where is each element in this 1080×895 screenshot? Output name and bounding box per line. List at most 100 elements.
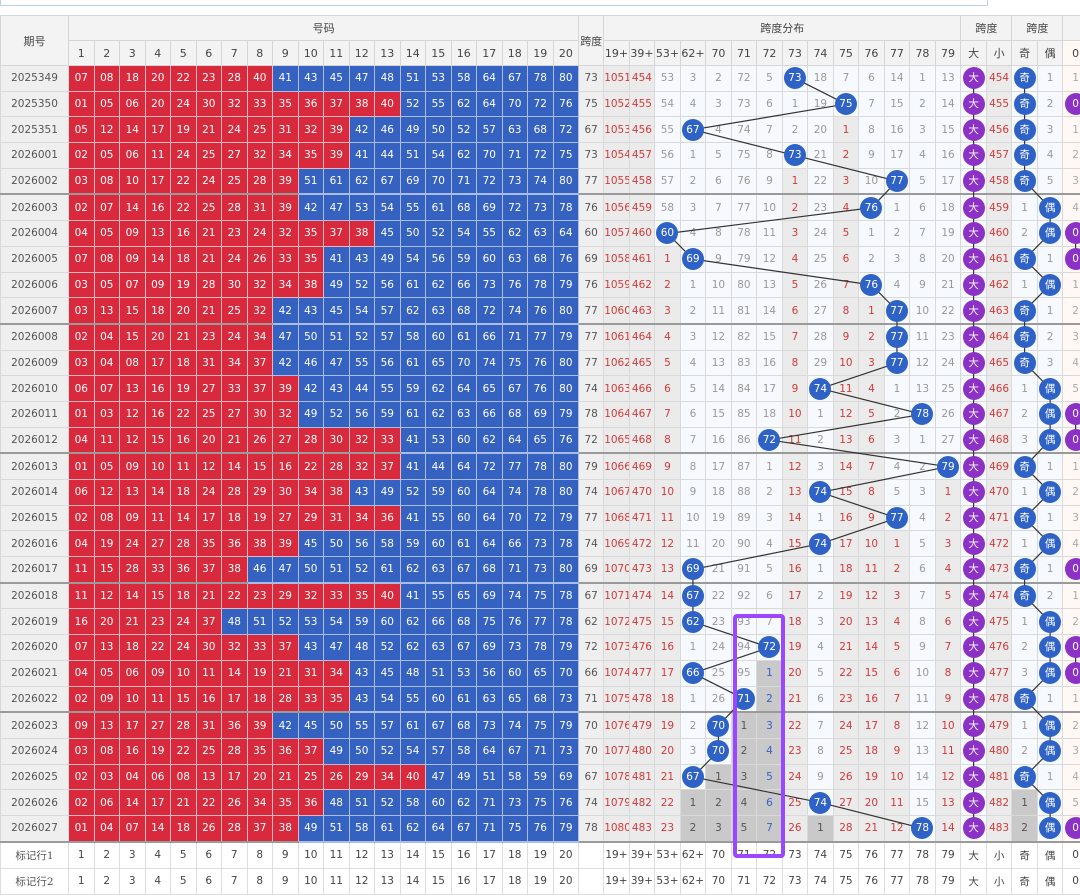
marker-size-cell[interactable]: 小 (986, 842, 1012, 869)
marker-number-cell[interactable]: 11 (324, 868, 350, 894)
header-mod-col[interactable]: 0 (1063, 41, 1080, 66)
marker-number-cell[interactable]: 7 (222, 842, 248, 869)
marker-dist-cell[interactable]: 53+ (655, 868, 681, 894)
marker-dist-cell[interactable]: 72 (757, 842, 783, 869)
marker-dist-cell[interactable]: 62+ (680, 842, 706, 869)
marker-dist-cell[interactable]: 77 (884, 842, 910, 869)
marker-size-cell[interactable]: 小 (986, 868, 1012, 894)
marker-dist-cell[interactable]: 72 (757, 868, 783, 894)
header-dist-col[interactable]: 72 (757, 41, 783, 66)
header-number-col[interactable]: 2 (94, 41, 120, 66)
marker-parity-cell[interactable]: 奇 (1012, 842, 1038, 869)
header-size-col[interactable]: 大 (961, 41, 987, 66)
header-dist-col[interactable]: 75 (833, 41, 859, 66)
header-number-col[interactable]: 3 (120, 41, 146, 66)
header-number-col[interactable]: 20 (553, 41, 579, 66)
marker-number-cell[interactable]: 14 (400, 842, 426, 869)
marker-number-cell[interactable]: 3 (120, 842, 146, 869)
header-dist-col[interactable]: 53+ (655, 41, 681, 66)
header-dist-col[interactable]: 62+ (680, 41, 706, 66)
marker-number-cell[interactable]: 14 (400, 868, 426, 894)
marker-number-cell[interactable]: 1 (69, 868, 95, 894)
header-number-col[interactable]: 17 (477, 41, 503, 66)
marker-dist-cell[interactable]: 71 (731, 842, 757, 869)
marker-parity-cell[interactable]: 偶 (1037, 842, 1063, 869)
marker-number-cell[interactable]: 13 (375, 842, 401, 869)
marker-dist-cell[interactable]: 70 (706, 842, 732, 869)
marker-number-cell[interactable]: 12 (349, 868, 375, 894)
marker-dist-cell[interactable]: 77 (884, 868, 910, 894)
marker-dist-cell[interactable]: 78 (910, 868, 936, 894)
marker-dist-cell[interactable]: 19+ (604, 842, 630, 869)
marker-mod-cell[interactable]: 0 (1063, 868, 1080, 894)
header-number-col[interactable]: 13 (375, 41, 401, 66)
marker-number-cell[interactable]: 20 (553, 868, 579, 894)
marker-dist-cell[interactable]: 76 (859, 868, 885, 894)
header-number-col[interactable]: 5 (171, 41, 197, 66)
marker-number-cell[interactable]: 1 (69, 842, 95, 869)
marker-dist-cell[interactable]: 75 (833, 868, 859, 894)
marker-number-cell[interactable]: 12 (349, 842, 375, 869)
top-input-box[interactable] (0, 0, 988, 6)
marker-number-cell[interactable]: 2 (94, 842, 120, 869)
marker-number-cell[interactable]: 15 (426, 842, 452, 869)
header-dist-col[interactable]: 39+ (629, 41, 655, 66)
marker-dist-cell[interactable]: 39+ (629, 842, 655, 869)
header-number-col[interactable]: 10 (298, 41, 324, 66)
marker-number-cell[interactable]: 4 (145, 842, 171, 869)
marker-dist-cell[interactable]: 74 (808, 868, 834, 894)
header-number-col[interactable]: 8 (247, 41, 273, 66)
header-dist-col[interactable]: 74 (808, 41, 834, 66)
marker-number-cell[interactable]: 10 (298, 842, 324, 869)
marker-number-cell[interactable]: 13 (375, 868, 401, 894)
marker-dist-cell[interactable]: 39+ (629, 868, 655, 894)
marker-dist-cell[interactable]: 78 (910, 842, 936, 869)
marker-number-cell[interactable]: 9 (273, 868, 299, 894)
header-dist-col[interactable]: 71 (731, 41, 757, 66)
header-number-col[interactable]: 1 (69, 41, 95, 66)
header-number-col[interactable]: 6 (196, 41, 222, 66)
marker-number-cell[interactable]: 15 (426, 868, 452, 894)
header-dist-col[interactable]: 76 (859, 41, 885, 66)
marker-size-cell[interactable]: 大 (961, 868, 987, 894)
marker-dist-cell[interactable]: 75 (833, 842, 859, 869)
marker-number-cell[interactable]: 5 (171, 842, 197, 869)
marker-number-cell[interactable]: 7 (222, 868, 248, 894)
marker-parity-cell[interactable]: 偶 (1037, 868, 1063, 894)
marker-number-cell[interactable]: 17 (477, 868, 503, 894)
marker-number-cell[interactable]: 19 (528, 868, 554, 894)
header-dist-col[interactable]: 79 (935, 41, 961, 66)
marker-dist-cell[interactable]: 71 (731, 868, 757, 894)
header-dist-col[interactable]: 73 (782, 41, 808, 66)
marker-number-cell[interactable]: 19 (528, 842, 554, 869)
marker-number-cell[interactable]: 16 (451, 842, 477, 869)
marker-number-cell[interactable]: 20 (553, 842, 579, 869)
marker-dist-cell[interactable]: 79 (935, 842, 961, 869)
marker-mod-cell[interactable]: 0 (1063, 842, 1080, 869)
header-number-col[interactable]: 19 (528, 41, 554, 66)
header-dist-col[interactable]: 70 (706, 41, 732, 66)
marker-number-cell[interactable]: 2 (94, 868, 120, 894)
marker-number-cell[interactable]: 6 (196, 868, 222, 894)
header-number-col[interactable]: 14 (400, 41, 426, 66)
marker-number-cell[interactable]: 4 (145, 868, 171, 894)
marker-dist-cell[interactable]: 62+ (680, 868, 706, 894)
marker-dist-cell[interactable]: 53+ (655, 842, 681, 869)
marker-number-cell[interactable]: 8 (247, 842, 273, 869)
header-dist-col[interactable]: 19+ (604, 41, 630, 66)
header-dist-col[interactable]: 78 (910, 41, 936, 66)
marker-number-cell[interactable]: 16 (451, 868, 477, 894)
marker-number-cell[interactable]: 6 (196, 842, 222, 869)
marker-dist-cell[interactable]: 73 (782, 868, 808, 894)
marker-number-cell[interactable]: 9 (273, 842, 299, 869)
header-parity-col[interactable]: 奇 (1012, 41, 1038, 66)
header-number-col[interactable]: 7 (222, 41, 248, 66)
marker-number-cell[interactable]: 10 (298, 868, 324, 894)
marker-dist-cell[interactable]: 73 (782, 842, 808, 869)
marker-number-cell[interactable]: 18 (502, 868, 528, 894)
header-number-col[interactable]: 18 (502, 41, 528, 66)
header-number-col[interactable]: 12 (349, 41, 375, 66)
header-number-col[interactable]: 9 (273, 41, 299, 66)
marker-dist-cell[interactable]: 79 (935, 868, 961, 894)
marker-parity-cell[interactable]: 奇 (1012, 868, 1038, 894)
